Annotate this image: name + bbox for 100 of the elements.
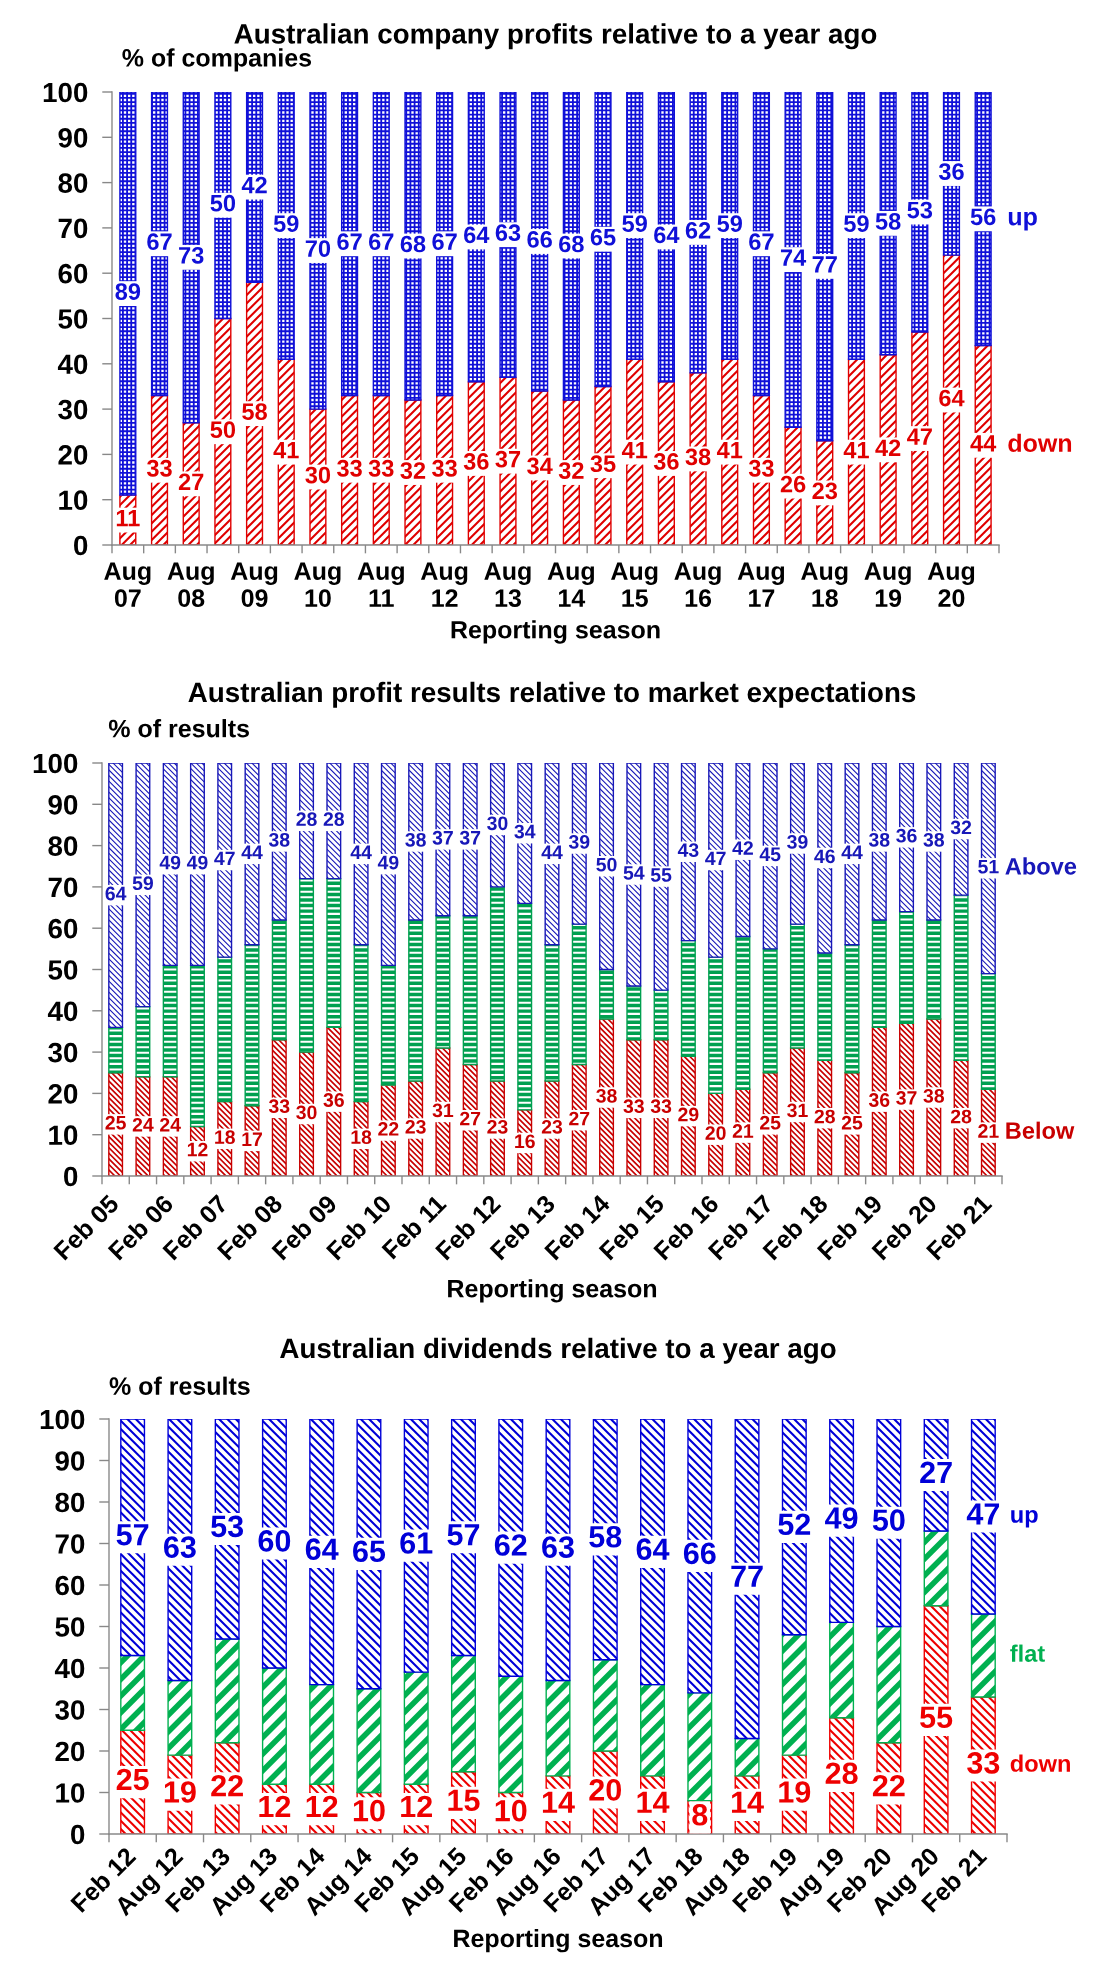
bar [592, 1659, 618, 1752]
bar [120, 1654, 146, 1731]
y-tick-label: 10 [49, 1125, 78, 1146]
data-label: 59 [622, 215, 647, 232]
y-tick-label: 30 [48, 1042, 78, 1063]
data-label: 28 [950, 1109, 972, 1124]
x-tick-label: Aug 07 [104, 562, 151, 607]
data-label: 19 [164, 1781, 196, 1803]
data-label: 47 [907, 428, 932, 445]
y-tick-label: 100 [40, 1409, 85, 1430]
y-tick-label: 10 [56, 1783, 85, 1803]
data-label: 68 [559, 235, 584, 253]
data-label: 28 [814, 1109, 835, 1124]
data-label: 41 [621, 442, 648, 459]
bar [544, 944, 560, 1082]
data-label: 23 [541, 1119, 563, 1134]
data-label: 41 [273, 442, 299, 459]
data-label: 67 [147, 233, 172, 251]
chart-title: Australian dividends relative to a year ago [280, 1337, 836, 1364]
bar [108, 1026, 124, 1074]
y-tick-label: 80 [55, 1492, 85, 1513]
data-label: 29 [678, 1107, 699, 1122]
data-label: 64 [105, 886, 127, 901]
y-tick-label: 20 [55, 1741, 85, 1762]
data-label: 33 [967, 1752, 1000, 1774]
data-label: 65 [590, 228, 616, 246]
x-tick-label: Aug 17 [737, 562, 785, 607]
data-label: 28 [825, 1762, 858, 1785]
y-tick-label: 0 [74, 535, 88, 556]
bar [356, 1688, 382, 1794]
y-tick-label: 0 [64, 1166, 78, 1187]
data-label: 59 [273, 215, 299, 232]
bar [299, 877, 315, 1053]
data-label: 36 [868, 1093, 890, 1107]
y-tick-label: 40 [47, 1001, 78, 1022]
data-label: 31 [787, 1103, 808, 1118]
data-label: 34 [527, 457, 553, 475]
data-label: 22 [378, 1122, 399, 1136]
bar [926, 919, 942, 1020]
data-label: 17 [242, 1132, 262, 1146]
data-label: 33 [268, 1099, 290, 1114]
y-tick-label: 90 [58, 127, 88, 148]
data-label: 36 [653, 453, 679, 470]
bar [462, 915, 478, 1066]
data-label: 49 [825, 1507, 858, 1529]
data-label: 68 [400, 235, 426, 253]
data-label: 50 [872, 1509, 905, 1531]
y-tick-label: 50 [55, 1617, 85, 1637]
data-label: 16 [515, 1134, 535, 1149]
data-label: 44 [541, 845, 563, 859]
data-label: 26 [780, 475, 806, 493]
x-tick-label: Aug 11 [357, 562, 404, 607]
data-label: 23 [405, 1119, 426, 1134]
data-label: 14 [542, 1791, 575, 1813]
data-label: 33 [650, 1099, 672, 1114]
bar [653, 989, 669, 1041]
bar [408, 919, 424, 1082]
bar [214, 1638, 240, 1744]
x-tick-label: Aug 09 [230, 562, 278, 607]
data-label: 38 [268, 832, 290, 847]
data-label: 10 [495, 1799, 527, 1822]
data-label: 59 [132, 876, 153, 891]
y-tick-label: 30 [58, 399, 88, 420]
y-tick-label: 20 [48, 1084, 78, 1104]
data-label: 23 [812, 482, 838, 500]
x-axis-title: Reporting season [451, 620, 660, 644]
data-label: 63 [542, 1536, 574, 1558]
y-tick-label: 80 [48, 836, 78, 856]
x-tick-label: Aug 08 [167, 562, 214, 607]
data-label: 23 [487, 1119, 508, 1134]
y-tick-label: 60 [48, 918, 78, 939]
data-label: 54 [623, 866, 645, 880]
data-label: 27 [460, 1111, 481, 1126]
y-tick-label: 40 [54, 1658, 85, 1679]
bar [735, 935, 751, 1090]
data-label: 27 [569, 1111, 590, 1126]
y-tick-label: 30 [55, 1700, 85, 1720]
data-label: 24 [132, 1117, 154, 1132]
y-tick-label: 60 [55, 1575, 85, 1596]
series-label: Above [1005, 857, 1077, 875]
data-label: 21 [978, 1124, 999, 1138]
bar [435, 915, 451, 1049]
data-label: 25 [105, 1115, 126, 1130]
data-label: 22 [211, 1774, 243, 1797]
y-tick-label: 50 [48, 960, 78, 980]
data-label: 65 [353, 1540, 386, 1563]
data-label: 59 [717, 215, 742, 232]
data-label: 39 [568, 834, 590, 849]
data-label: 33 [748, 459, 774, 477]
bar [135, 763, 151, 1008]
bar [571, 923, 587, 1066]
data-label: 30 [487, 816, 508, 831]
data-label: 22 [872, 1774, 905, 1797]
data-label: 42 [241, 176, 267, 194]
data-label: 42 [732, 841, 753, 855]
bar [762, 948, 778, 1074]
data-label: 59 [844, 215, 869, 232]
data-label: 38 [685, 448, 711, 466]
y-tick-label: 10 [59, 490, 88, 511]
data-label: 62 [685, 222, 711, 239]
